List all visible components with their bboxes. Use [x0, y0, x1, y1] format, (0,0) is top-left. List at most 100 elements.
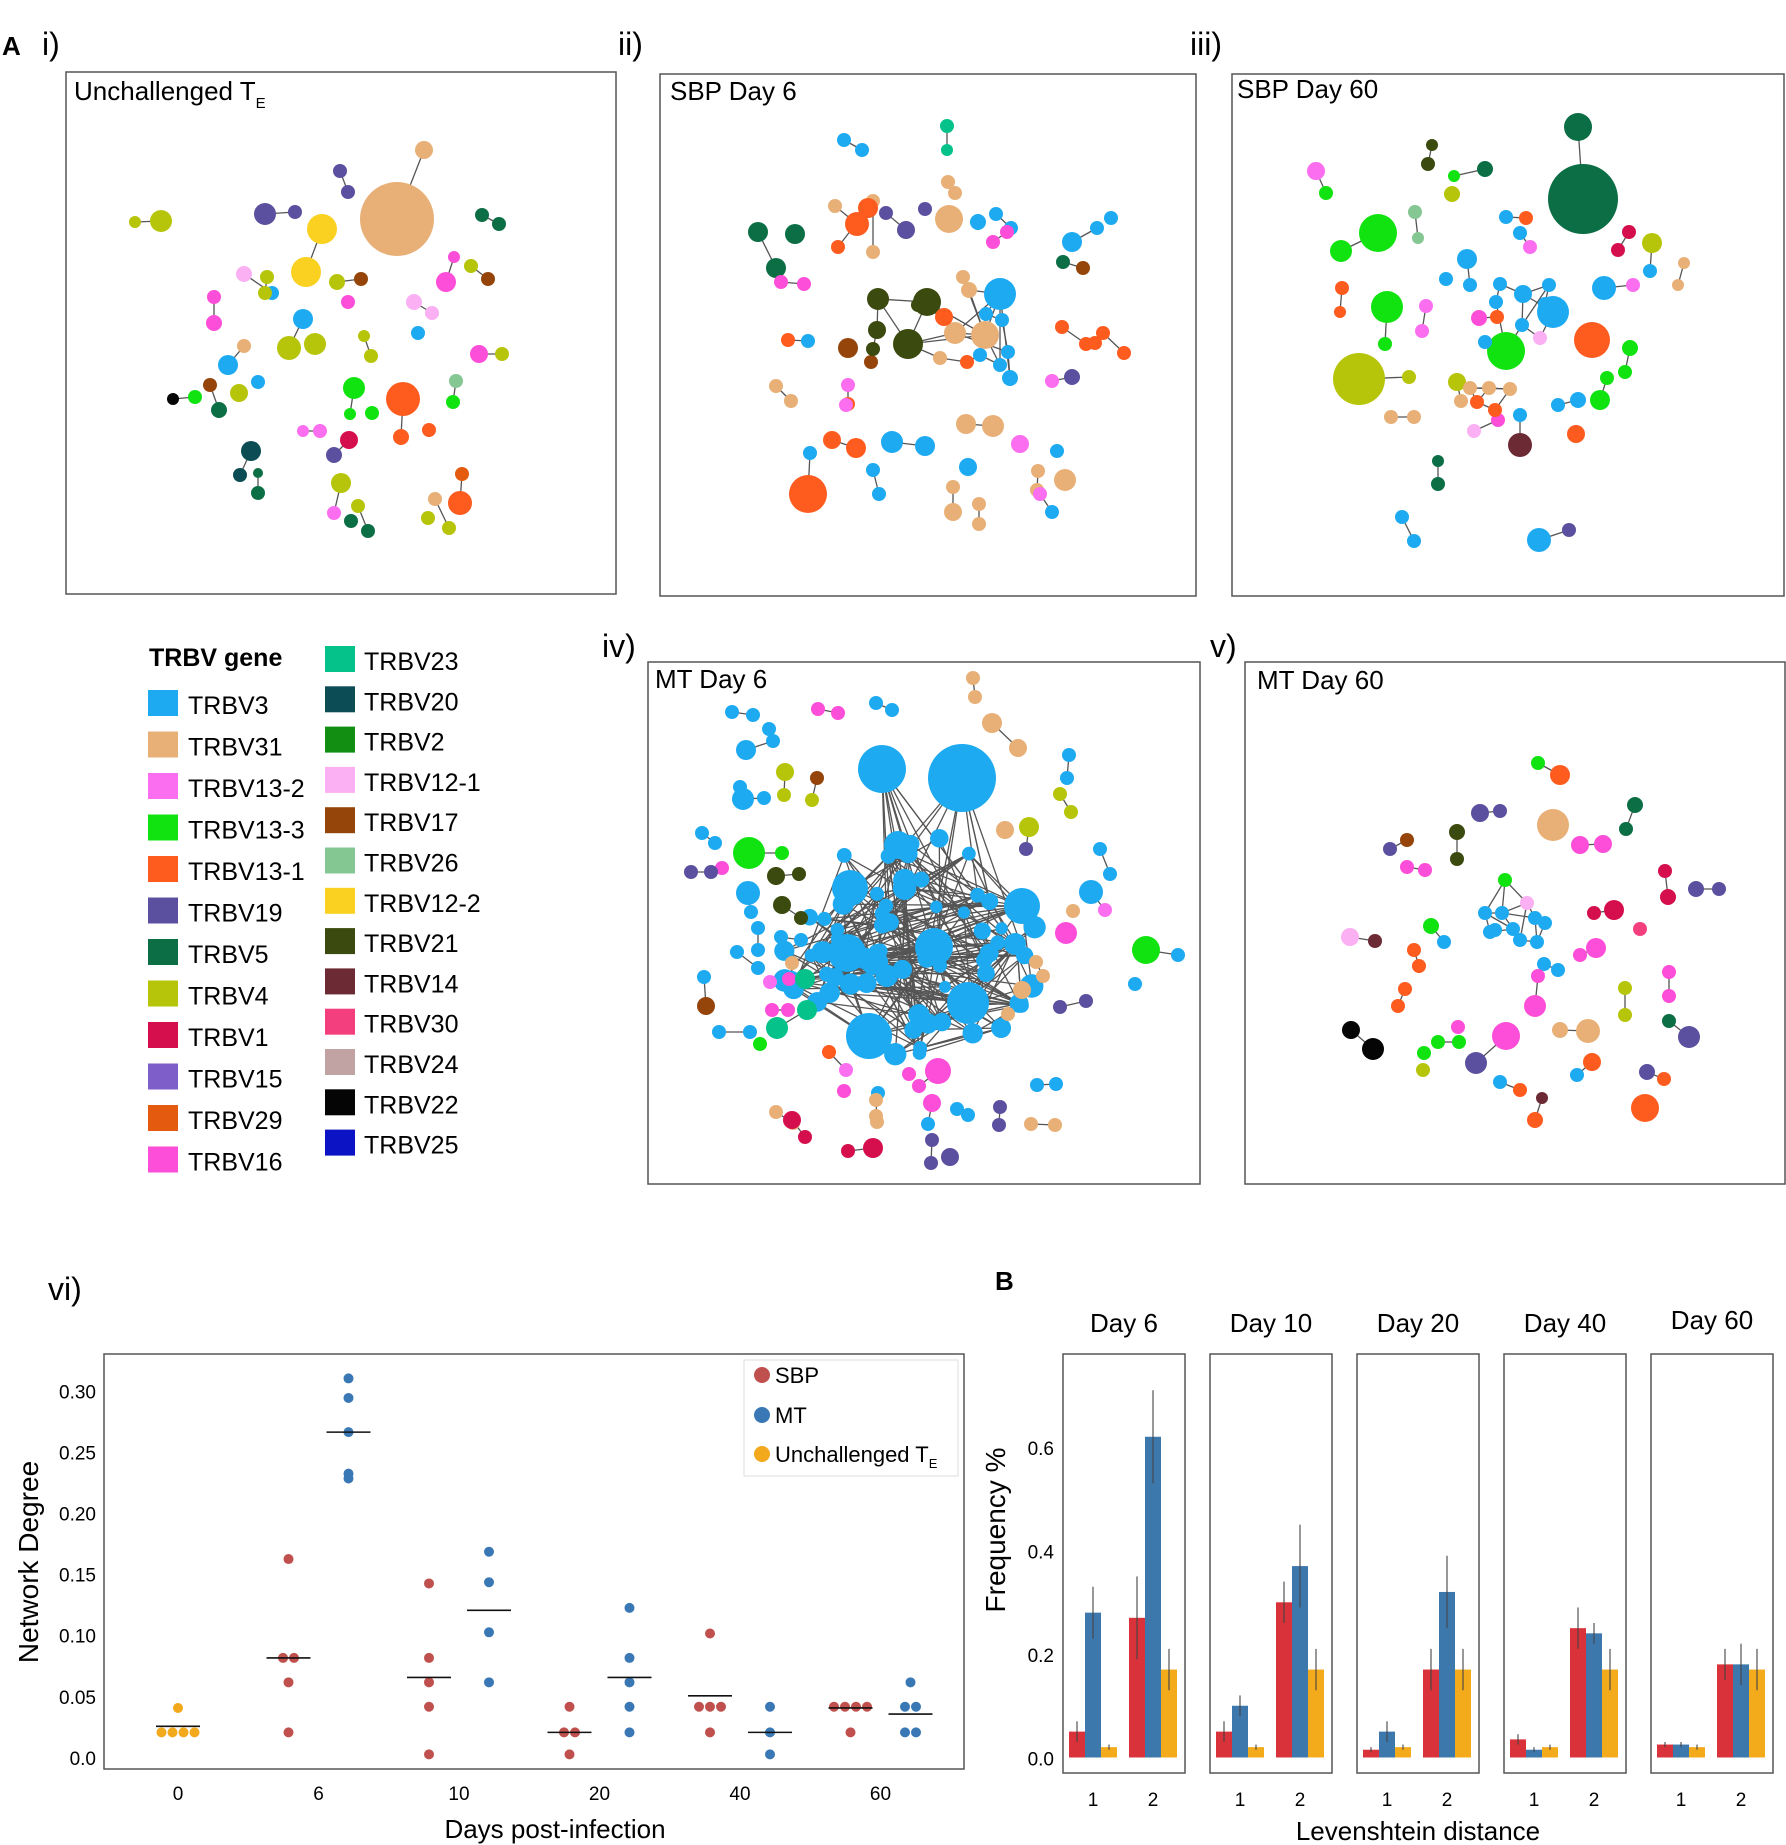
- legend-swatch-trbv4: [148, 980, 178, 1007]
- network-node: [973, 348, 987, 362]
- network-node: [924, 1156, 938, 1170]
- network-node: [912, 1046, 927, 1060]
- network-node: [1499, 210, 1513, 224]
- scatter-legend-marker-sbp: [754, 1367, 770, 1383]
- network-node: [944, 322, 966, 344]
- network-node: [1062, 748, 1076, 762]
- network-node: [885, 703, 899, 717]
- network-node: [751, 961, 765, 975]
- network-node: [1454, 394, 1468, 408]
- network-node: [495, 347, 509, 361]
- network-node: [448, 491, 472, 515]
- network-edge: [895, 1027, 1002, 1055]
- network-node: [918, 202, 932, 216]
- network-node: [957, 906, 971, 919]
- network-node: [1400, 833, 1414, 847]
- network-node: [725, 705, 739, 719]
- network-node: [1523, 240, 1537, 254]
- network-node: [344, 408, 356, 420]
- network-node: [746, 708, 760, 722]
- network-node: [986, 235, 1000, 249]
- network-node: [1520, 896, 1534, 910]
- scatter-point: [424, 1701, 434, 1712]
- network-node: [950, 1102, 964, 1116]
- bar-panel: B Frequency % Levenshtein distance 0.00.…: [980, 1266, 1774, 1845]
- network-node: [329, 274, 345, 290]
- scatter-point: [424, 1749, 434, 1760]
- network-edge: [901, 888, 906, 970]
- network-node: [925, 1058, 951, 1084]
- network-node: [464, 259, 478, 273]
- legend-label-trbv25: TRBV25: [364, 1132, 458, 1160]
- network-node: [913, 871, 930, 888]
- scatter-point: [829, 1701, 839, 1712]
- network-node: [1488, 923, 1502, 937]
- network-node: [1478, 335, 1492, 349]
- network-node: [1391, 999, 1405, 1013]
- network-title-4: MT Day 6: [655, 664, 767, 694]
- scatter-point: [424, 1578, 434, 1589]
- network-edge: [888, 855, 1023, 907]
- network-node: [1571, 836, 1589, 854]
- network-node: [925, 1133, 939, 1147]
- scatter-y-tick-label: 0.20: [59, 1505, 96, 1526]
- network-edge: [882, 905, 1023, 926]
- legend-label-trbv12-2: TRBV12-2: [364, 890, 481, 918]
- network-node: [794, 911, 808, 925]
- network-edge: [863, 893, 878, 959]
- scatter-point: [624, 1652, 635, 1663]
- network-edge: [907, 853, 965, 914]
- scatter-x-tick-label: 10: [448, 1784, 469, 1805]
- network-node: [1448, 170, 1460, 182]
- scatter-point: [156, 1727, 167, 1738]
- network-node: [340, 431, 358, 449]
- network-node: [293, 309, 313, 329]
- network-node: [1678, 257, 1690, 269]
- network-node: [360, 182, 434, 256]
- network-node: [684, 865, 698, 879]
- network-node: [1622, 340, 1638, 356]
- network-node: [1117, 346, 1131, 360]
- network-node: [1384, 410, 1398, 424]
- network-node: [863, 1138, 883, 1158]
- network-node: [797, 277, 811, 291]
- scatter-y-label: Network Degree: [13, 1461, 44, 1663]
- scatter-point: [840, 1701, 850, 1712]
- network-node: [1060, 771, 1074, 785]
- bar-y-ticks: 0.0 0.2 0.4 0.6: [1028, 1439, 1055, 1770]
- network-node: [341, 295, 355, 309]
- scatter-panel-label: vi): [48, 1271, 82, 1307]
- network-roman-2: ii): [618, 26, 643, 62]
- network-node: [1531, 756, 1545, 770]
- network-edge: [889, 921, 1020, 1004]
- network-node: [757, 791, 771, 805]
- network-node: [1093, 842, 1107, 856]
- network-node: [1471, 310, 1487, 326]
- bar-facet-title: Day 10: [1230, 1308, 1312, 1338]
- network-node: [928, 744, 996, 812]
- scatter-y-tick-label: 0.15: [59, 1566, 96, 1587]
- network-node: [785, 224, 805, 244]
- network-node: [730, 945, 744, 959]
- network-node: [304, 333, 326, 355]
- network-node: [961, 282, 977, 298]
- network-node: [361, 524, 375, 538]
- network-node: [253, 468, 263, 478]
- scatter-point: [484, 1577, 494, 1588]
- network-node: [897, 221, 915, 239]
- network-node: [1513, 933, 1527, 947]
- network-node: [1657, 1072, 1671, 1086]
- network-node: [1471, 804, 1489, 822]
- network-node: [1631, 1094, 1659, 1122]
- network-node: [1096, 326, 1110, 340]
- network-node: [1506, 922, 1520, 936]
- network-node: [258, 286, 272, 300]
- network-node: [873, 916, 891, 934]
- network-node: [866, 245, 880, 259]
- network-node: [823, 431, 841, 449]
- network-node: [254, 203, 276, 225]
- network-node: [839, 1063, 853, 1077]
- network-node: [935, 205, 963, 233]
- network-edge: [784, 979, 921, 1049]
- network-node: [1482, 381, 1496, 395]
